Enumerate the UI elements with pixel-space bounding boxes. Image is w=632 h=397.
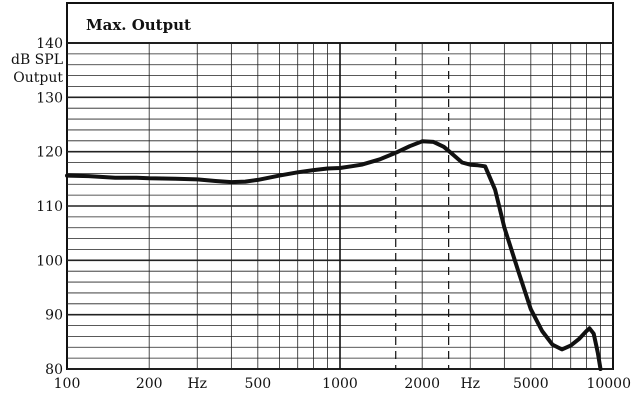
series-line [65, 139, 603, 371]
y-tick-label: 80 [45, 362, 63, 378]
x-unit-label: Hz [460, 376, 480, 392]
y-tick-label: 90 [45, 308, 63, 324]
ylabel-line-2: Output [13, 70, 63, 86]
x-tick-label: 100 [54, 376, 81, 392]
y-tick-label: 110 [36, 199, 63, 215]
ylabel-line-1: dB SPL [11, 52, 63, 68]
x-tick-label: 500 [244, 376, 271, 392]
x-tick-label: 200 [136, 376, 163, 392]
grid [67, 42, 613, 370]
x-tick-label: 2000 [404, 376, 440, 392]
y-tick-label: 140 [36, 36, 63, 52]
y-tick-labels: 80 90 100 110 120 130 140 [36, 36, 63, 378]
y-tick-label: 120 [36, 145, 63, 161]
x-tick-label: 10000 [586, 376, 631, 392]
x-tick-label: 5000 [513, 376, 549, 392]
chart-title: Max. Output [86, 16, 191, 34]
x-tick-labels: 100 200 500 1000 2000 5000 10000 Hz Hz [54, 376, 631, 392]
y-tick-label: 130 [36, 90, 63, 106]
x-unit-label: Hz [187, 376, 207, 392]
x-tick-label: 1000 [322, 376, 358, 392]
y-tick-label: 100 [36, 253, 63, 269]
